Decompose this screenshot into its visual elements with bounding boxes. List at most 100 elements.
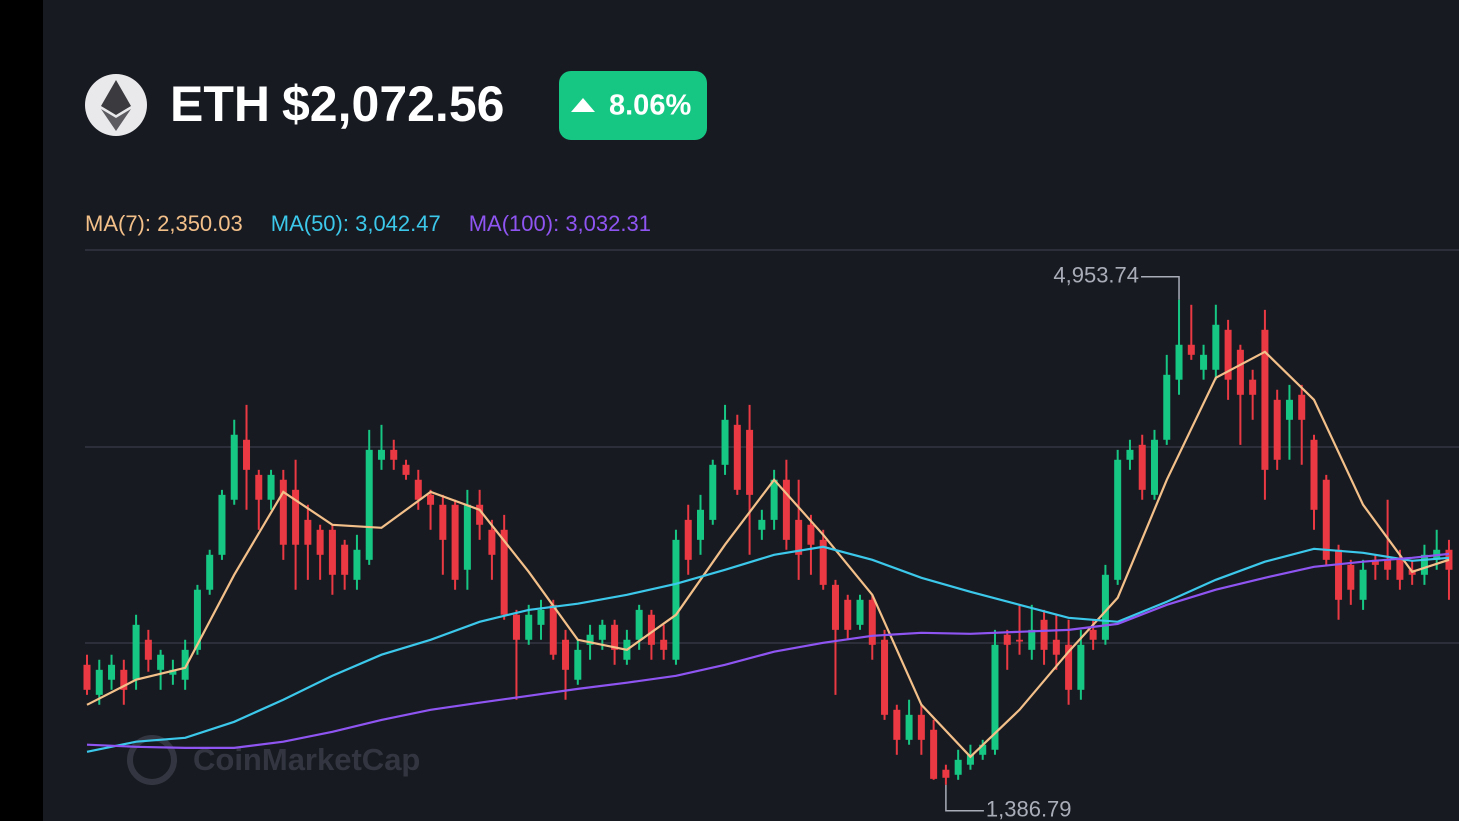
candle-body [95,669,103,695]
candle-body [1065,644,1073,690]
candle-body [1396,559,1404,580]
candle-body [292,489,300,545]
watermark-logo [127,735,177,785]
candle-body [1224,329,1232,380]
candle-body [230,434,238,500]
candle-body [1310,439,1318,510]
price: $2,072.56 [282,76,504,132]
candle-body [328,529,336,575]
candle-body [451,504,459,580]
legend-entry: MA(100): 3,032.31 [469,211,651,236]
candle-body [488,529,496,555]
candle-body [831,584,839,630]
candle-body [500,529,508,615]
candle-body [856,599,864,625]
up-arrow [571,98,595,112]
candle-body [427,494,435,505]
candle-body [1285,399,1293,420]
candle-body [255,474,263,500]
header: ETH $2,072.56 8.06% [85,71,707,140]
candle-body [243,439,251,470]
candle-body [954,759,962,775]
candle-body [1249,379,1257,395]
candle-body [819,539,827,585]
candle-body [1138,444,1146,490]
background [43,0,1459,821]
candle-body [1347,564,1355,590]
candle-body [390,449,398,460]
candle-body [1175,344,1183,380]
legend: MA(7): 2,350.03 MA(50): 3,042.47 MA(100): … [85,211,651,236]
candle-body [414,479,422,500]
candle-body [1187,344,1195,355]
candle-body [206,554,214,590]
candle-body [304,519,312,545]
candle-body [672,539,680,660]
candle-body [120,669,128,690]
candle-body [795,519,803,555]
candle-body [574,649,582,680]
candle-body [868,599,876,645]
candle-body [1371,559,1379,565]
candle-body [193,589,201,650]
candle-body [647,614,655,645]
candle-body [353,549,361,580]
candle-body [1077,644,1085,690]
candle-body [1298,394,1306,420]
candle-body [844,599,852,630]
candle-body [512,614,520,640]
candle-body [881,639,889,715]
candle-body [1384,559,1392,570]
candle-body [979,744,987,755]
legend-entry: MA(50): 3,042.47 [271,211,441,236]
candle-body [108,664,116,680]
candle-body [83,664,91,690]
candle-body [1200,354,1208,370]
candle-body [1359,569,1367,600]
candle-body [966,754,974,765]
candle-body [549,604,557,655]
candle-body [807,524,815,545]
candle-body [144,639,152,660]
candle-body [709,464,717,520]
candle-body [770,479,778,520]
candle-body [893,709,901,740]
candle-body [746,429,754,495]
symbol: ETH [170,76,270,132]
candle-body [1089,629,1097,640]
candle-body [525,614,533,640]
candle-body [218,494,226,555]
ma-line [86,350,1450,759]
candle-body [1040,619,1048,650]
legend-entry: MA(7): 2,350.03 [85,211,243,236]
candle-body [905,714,913,740]
candle-body [917,714,925,740]
eth-icon-bottom [101,109,131,131]
change-badge [559,71,707,140]
annotation-line [945,784,984,812]
candle-body [1322,479,1330,560]
candle-body [1126,449,1134,460]
candle-body [157,654,165,670]
candle-body [782,479,790,540]
candle-body [611,624,619,650]
candle-body [1052,639,1060,655]
candle-body [1101,574,1109,640]
candle-body [635,609,643,640]
candle-body [586,634,594,645]
change: 8.06% [609,90,691,122]
candle-body [758,519,766,530]
candle-body [316,529,324,555]
candle-body [1261,329,1269,470]
candle-body [267,474,275,500]
candle-body [463,504,471,570]
candle-body [562,639,570,670]
candle-body [169,669,177,675]
candle-body [1420,554,1428,575]
candle-body [1335,549,1343,600]
candle-body [537,609,545,625]
candle-body [1114,459,1122,580]
candle-body [341,544,349,575]
